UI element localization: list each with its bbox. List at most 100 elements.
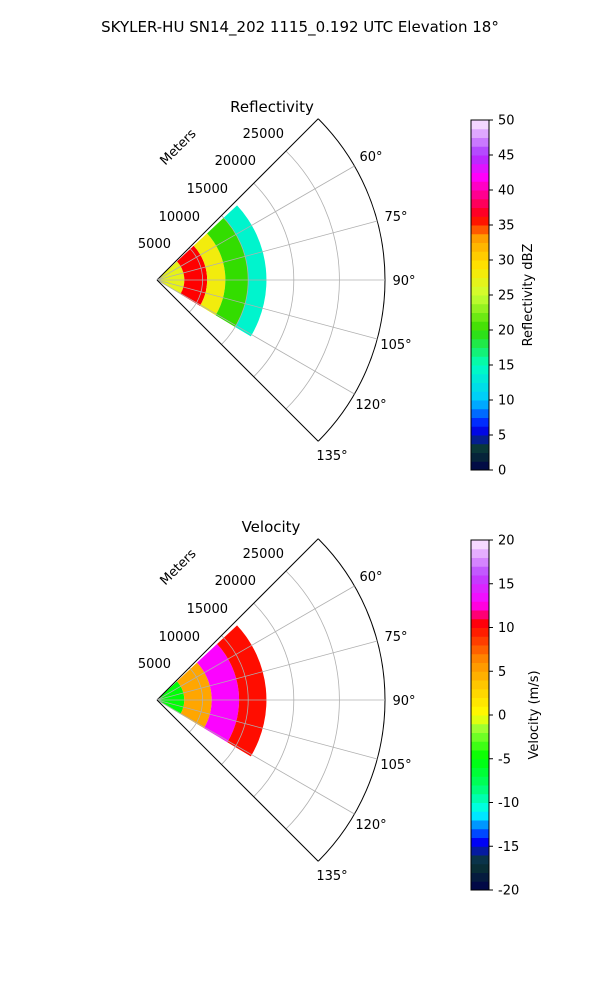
colorbar-swatch (471, 260, 489, 270)
colorbar-swatch (471, 846, 489, 856)
range-label: Meters (158, 546, 200, 588)
colorbar-swatch (471, 540, 489, 550)
colorbar-swatch (471, 417, 489, 427)
velocity-panel: Velocity Meters 5000 10000 15000 20000 2… (138, 518, 542, 899)
azimuth-tick-120: 120° (355, 818, 386, 833)
colorbar-swatch (471, 128, 489, 138)
colorbar-swatch (471, 233, 489, 243)
colorbar-swatch (471, 828, 489, 838)
sector-edge (156, 118, 319, 281)
colorbar-swatch (471, 461, 489, 471)
colorbar-tick-label: 10 (498, 394, 515, 409)
colorbar-swatch (471, 688, 489, 698)
colorbar-swatch (471, 373, 489, 383)
azimuth-spoke (156, 279, 378, 340)
colorbar-tick-label: 50 (498, 114, 515, 129)
velocity-title: Velocity (242, 518, 301, 536)
reflectivity-range-ticks: 5000 10000 15000 20000 25000 (138, 127, 284, 252)
colorbar-swatch (471, 723, 489, 733)
azimuth-tick-90: 90° (392, 694, 415, 709)
colorbar-swatch (471, 601, 489, 611)
colorbar-swatch (471, 837, 489, 847)
sector-edge (156, 538, 319, 701)
range-tick-25000: 25000 (243, 547, 284, 562)
colorbar-swatch (471, 242, 489, 252)
colorbar-tick-label: 10 (498, 621, 515, 636)
colorbar-tick-label: -10 (498, 796, 519, 811)
colorbar-tick-label: 35 (498, 219, 515, 234)
reflectivity-colorbar-label: Reflectivity dBZ (521, 244, 536, 347)
velocity-colorbar-ticks: -20 -15 -10 -5 0 5 10 15 20 (489, 534, 519, 899)
velocity-range-ticks: 5000 10000 15000 20000 25000 (138, 547, 284, 672)
colorbar-swatch (471, 741, 489, 751)
colorbar-swatch (471, 443, 489, 453)
colorbar-swatch (471, 303, 489, 313)
colorbar-swatch (471, 426, 489, 436)
reflectivity-title: Reflectivity (230, 98, 314, 116)
azimuth-tick-60: 60° (359, 570, 382, 585)
reflectivity-colorbar: 0 5 10 15 20 25 30 35 40 45 50 Reflectivity dBZ (470, 114, 536, 479)
colorbar-swatch (471, 785, 489, 795)
range-tick-15000: 15000 (187, 602, 228, 617)
colorbar-swatch (471, 872, 489, 882)
colorbar-tick-label: 30 (498, 254, 515, 269)
colorbar-swatch (471, 120, 489, 130)
colorbar-swatch (471, 435, 489, 445)
reflectivity-colorbar-ticks: 0 5 10 15 20 25 30 35 40 45 50 (489, 114, 515, 479)
azimuth-tick-90: 90° (392, 274, 415, 289)
azimuth-tick-135: 135° (316, 449, 347, 464)
colorbar-swatch (471, 347, 489, 357)
colorbar-swatch (471, 811, 489, 821)
colorbar-swatch (471, 198, 489, 208)
colorbar-swatch (471, 592, 489, 602)
colorbar-swatch (471, 697, 489, 707)
colorbar-swatch (471, 312, 489, 322)
colorbar-swatch (471, 662, 489, 672)
colorbar-swatch (471, 146, 489, 156)
azimuth-tick-75: 75° (384, 630, 407, 645)
colorbar-swatch (471, 855, 489, 865)
colorbar-swatch (471, 566, 489, 576)
range-tick-5000: 5000 (138, 237, 171, 252)
colorbar-swatch (471, 277, 489, 287)
colorbar-swatch (471, 365, 489, 375)
range-tick-20000: 20000 (215, 154, 256, 169)
colorbar-swatch (471, 732, 489, 742)
colorbar-swatch (471, 216, 489, 226)
reflectivity-grid (156, 118, 386, 442)
colorbar-swatch (471, 400, 489, 410)
colorbar-tick-label: 20 (498, 324, 515, 339)
data-band (197, 644, 240, 743)
azimuth-spoke (156, 640, 378, 701)
azimuth-spoke (156, 279, 355, 395)
colorbar-tick-label: 0 (498, 709, 506, 724)
azimuth-tick-105: 105° (380, 338, 411, 353)
velocity-grid (156, 538, 386, 862)
colorbar-swatch (471, 793, 489, 803)
colorbar-tick-label: 5 (498, 429, 506, 444)
colorbar-swatch (471, 172, 489, 182)
colorbar-swatch (471, 881, 489, 891)
colorbar-tick-label: -15 (498, 840, 519, 855)
range-tick-20000: 20000 (215, 574, 256, 589)
colorbar-swatch (471, 758, 489, 768)
colorbar-swatch (471, 163, 489, 173)
azimuth-tick-120: 120° (355, 398, 386, 413)
colorbar-swatch (471, 610, 489, 620)
azimuth-tick-60: 60° (359, 150, 382, 165)
colorbar-swatch (471, 618, 489, 628)
colorbar-tick-label: 20 (498, 534, 515, 549)
colorbar-swatch (471, 750, 489, 760)
colorbar-tick-label: 40 (498, 184, 515, 199)
colorbar-swatch (471, 321, 489, 331)
colorbar-swatch (471, 295, 489, 305)
velocity-colorbar-label: Velocity (m/s) (527, 670, 542, 759)
colorbar-swatch (471, 802, 489, 812)
azimuth-tick-135: 135° (316, 869, 347, 884)
range-tick-10000: 10000 (159, 630, 200, 645)
colorbar-tick-label: -20 (498, 884, 519, 899)
colorbar-swatch (471, 671, 489, 681)
colorbar-swatch (471, 636, 489, 646)
colorbar-swatch (471, 557, 489, 567)
